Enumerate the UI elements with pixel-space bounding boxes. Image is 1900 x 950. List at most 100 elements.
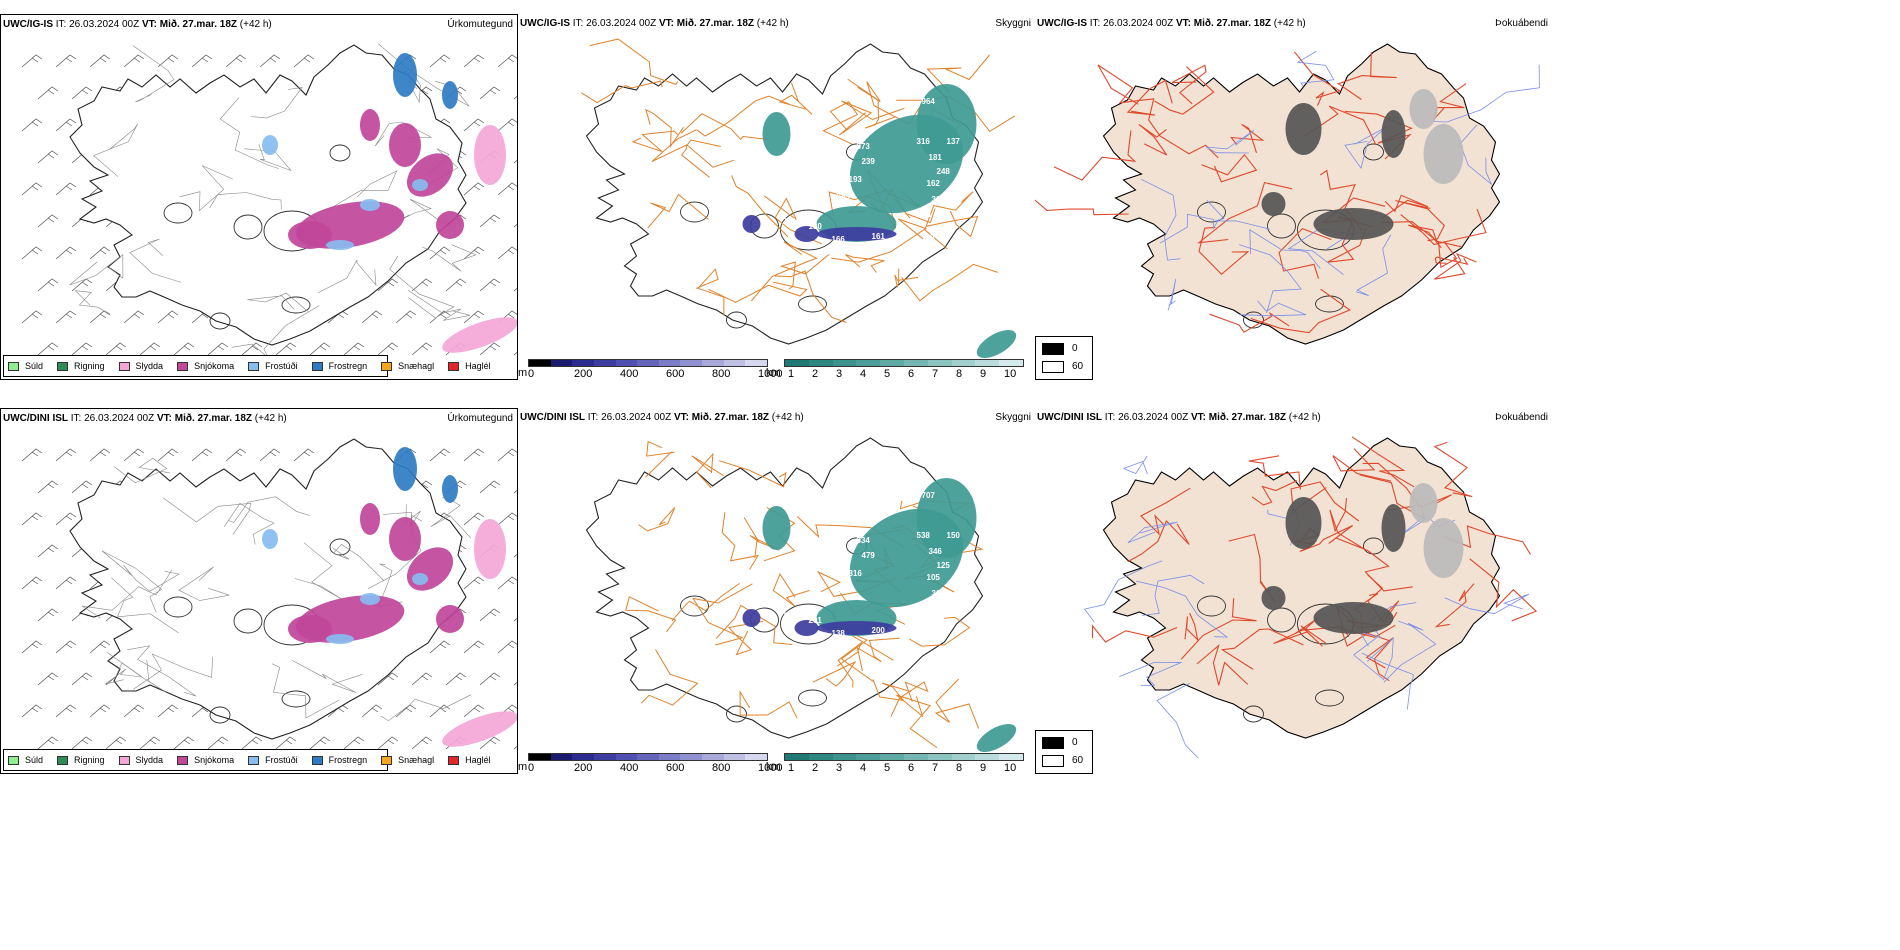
precip-area xyxy=(1285,497,1322,549)
road-line xyxy=(1433,441,1473,498)
legend-item: Haglél xyxy=(448,755,491,765)
panel-precip_type-row2: UWC/DINI ISL IT: 26.03.2024 00Z VT: Mið.… xyxy=(0,408,518,774)
road-line xyxy=(111,577,179,634)
tick-label: 600 xyxy=(666,368,685,380)
ceiling-value: 193 xyxy=(849,175,863,184)
tick-label: 9 xyxy=(980,762,987,774)
legend-swatch xyxy=(381,361,393,371)
road-line xyxy=(1434,252,1477,280)
road-line xyxy=(223,502,275,545)
legend-label: Slydda xyxy=(135,361,164,371)
wind-barb xyxy=(293,54,315,68)
road-line xyxy=(163,497,252,535)
precip-area xyxy=(360,199,380,211)
init-time-label: IT: xyxy=(587,412,599,423)
legend-swatch xyxy=(381,755,393,765)
wind-barb xyxy=(309,736,331,750)
road-line xyxy=(93,123,138,177)
legend-swatch xyxy=(118,755,130,765)
ceiling-value: 209 xyxy=(783,217,797,226)
road-line xyxy=(831,218,927,263)
precip-area xyxy=(412,573,428,585)
road-line xyxy=(1136,580,1229,638)
init-time-label: IT: xyxy=(572,18,584,29)
wind-barb xyxy=(463,246,485,260)
legend-swatch-black xyxy=(1042,737,1064,749)
wind-barb xyxy=(21,246,43,260)
road-line xyxy=(1249,455,1301,490)
wind-barb xyxy=(55,54,77,68)
glacier-outline xyxy=(281,296,311,314)
ceiling-unit: m xyxy=(518,761,528,773)
ceiling-bar xyxy=(528,753,768,761)
wind-barb xyxy=(21,576,43,590)
glacier-outline xyxy=(233,214,263,240)
legend-swatch xyxy=(177,755,189,765)
init-time: 26.03.2024 00Z xyxy=(84,413,155,424)
ceiling-value: 964 xyxy=(922,97,936,106)
wind-barb xyxy=(21,448,43,462)
legend-item: Frostregn xyxy=(311,755,367,765)
colorbar-step xyxy=(785,360,809,366)
road-line xyxy=(317,259,377,294)
road-line xyxy=(901,263,998,302)
wind-barb xyxy=(259,54,281,68)
glacier-outline xyxy=(726,705,747,723)
iceland-coastline xyxy=(585,437,984,739)
colorbar-step xyxy=(856,360,881,366)
road-line xyxy=(837,641,863,688)
road-line xyxy=(101,550,163,613)
tick-label: 200 xyxy=(574,762,593,774)
road-line xyxy=(924,191,974,250)
road-line xyxy=(1035,199,1129,216)
tick-label: 4 xyxy=(860,368,867,380)
road-line xyxy=(1141,574,1205,616)
road-line xyxy=(638,507,676,532)
visibility-unit: km xyxy=(766,367,781,379)
wind-barb xyxy=(157,54,179,68)
precip-area xyxy=(1313,602,1394,634)
road-line xyxy=(380,694,472,722)
tick-label: 600 xyxy=(666,762,685,774)
wind-barb xyxy=(479,736,501,750)
wind-barb xyxy=(21,310,43,324)
wind-barb xyxy=(157,310,179,324)
road-line xyxy=(294,542,344,601)
tick-label: 8 xyxy=(956,762,963,774)
road-line xyxy=(1239,244,1302,314)
iceland-coastline xyxy=(585,43,984,345)
road-line xyxy=(1053,130,1137,181)
precip-area xyxy=(326,240,354,250)
wind-barb xyxy=(275,342,297,356)
colorbar-step xyxy=(745,360,768,366)
road-line xyxy=(750,241,818,302)
precip-area xyxy=(762,112,791,156)
road-line xyxy=(133,45,175,103)
wind-barb xyxy=(37,672,59,686)
wind-barb xyxy=(21,512,43,526)
road-line xyxy=(839,100,905,136)
road-line xyxy=(114,659,167,693)
init-time-label: IT: xyxy=(70,413,82,424)
road-line xyxy=(179,165,234,212)
legend-swatch-white xyxy=(1042,755,1064,767)
precip-area xyxy=(1381,110,1406,158)
precip-area xyxy=(326,634,354,644)
road-line xyxy=(1381,221,1458,269)
glacier-outline xyxy=(163,202,193,224)
precip-area xyxy=(794,620,819,636)
road-line xyxy=(1249,229,1321,270)
glacier-outline xyxy=(281,690,311,708)
tick-label: 7 xyxy=(932,368,939,380)
wind-barb xyxy=(71,86,93,100)
wind-barb xyxy=(71,672,93,686)
colorbar-step xyxy=(880,360,904,366)
colorbar-step xyxy=(529,360,551,366)
road-line xyxy=(1337,52,1397,100)
wind-barb xyxy=(479,86,501,100)
road-line xyxy=(926,210,979,238)
colorbar-step xyxy=(637,360,659,366)
ceiling-value: 538 xyxy=(917,531,931,540)
road-line xyxy=(696,95,790,137)
wind-barb xyxy=(497,448,517,462)
